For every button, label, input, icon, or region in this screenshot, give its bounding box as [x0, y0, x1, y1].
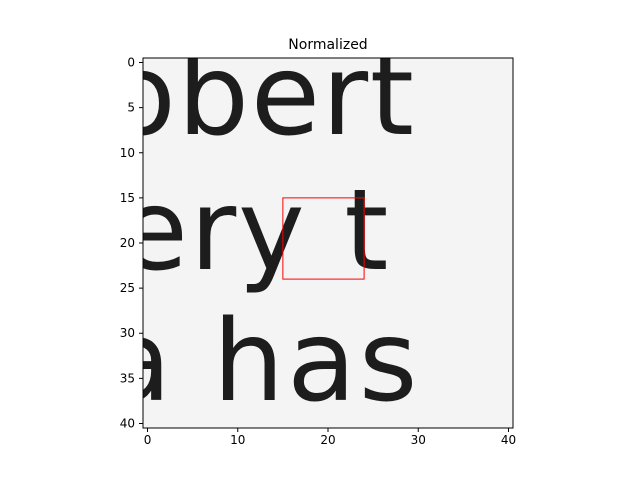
x-tick-label: 10: [230, 433, 245, 447]
x-tick-label: 30: [411, 433, 426, 447]
y-tick-label: 25: [120, 281, 135, 295]
x-tick-label: 0: [144, 433, 152, 447]
y-tick-label: 10: [120, 146, 135, 160]
image-text-line: a has: [102, 295, 420, 427]
axes-layer: 0 10 20 30 40 0 5 10 15 20 25 30 35 40: [120, 56, 516, 447]
image-text-line: obert: [107, 29, 416, 161]
image-text-line: ery t: [119, 164, 391, 296]
image-background: [143, 58, 513, 428]
y-tick-label: 15: [120, 191, 135, 205]
y-tick-label: 40: [120, 416, 135, 430]
y-tick-label: 0: [127, 56, 135, 70]
chart-title: Normalized: [288, 37, 367, 53]
x-tick-label: 40: [501, 433, 516, 447]
y-tick-label: 30: [120, 326, 135, 340]
y-tick-label: 5: [127, 101, 135, 115]
highlight-layer: [282, 197, 365, 280]
highlight-box: [282, 197, 365, 280]
x-tick-label: 20: [320, 433, 335, 447]
y-tick-label: 20: [120, 236, 135, 250]
y-tick-label: 35: [120, 371, 135, 385]
